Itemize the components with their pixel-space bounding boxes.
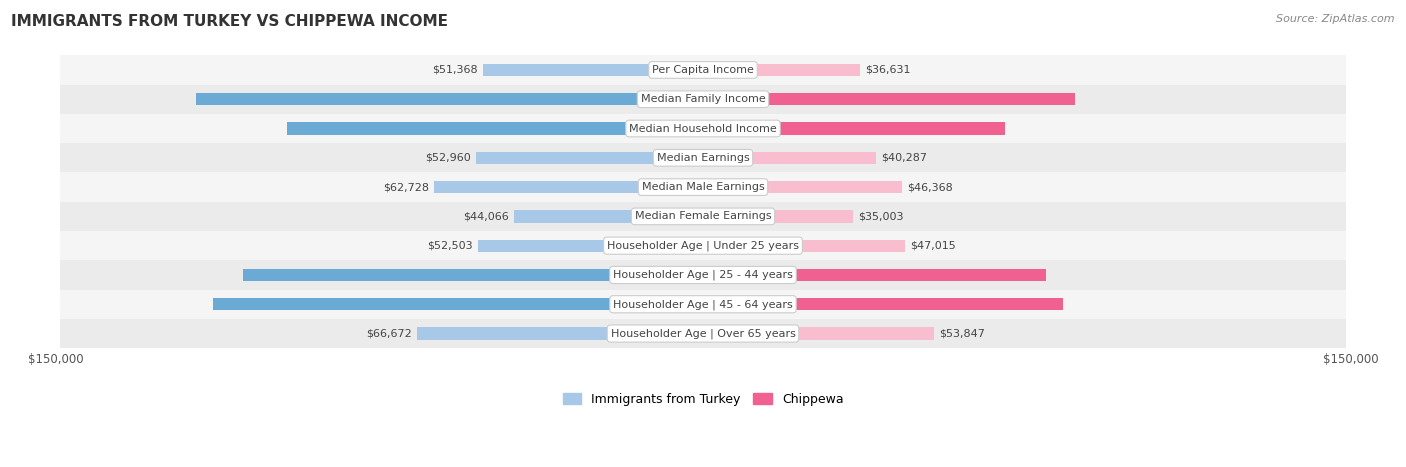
Bar bbox=[212, 298, 703, 311]
Bar bbox=[703, 210, 853, 223]
Bar bbox=[60, 143, 1346, 172]
Text: $47,015: $47,015 bbox=[910, 241, 956, 251]
Text: $70,539: $70,539 bbox=[710, 123, 759, 134]
Bar bbox=[703, 269, 1046, 281]
Text: $150,000: $150,000 bbox=[28, 353, 83, 366]
Text: $40,287: $40,287 bbox=[880, 153, 927, 163]
Text: Householder Age | Over 65 years: Householder Age | Over 65 years bbox=[610, 328, 796, 339]
Bar bbox=[60, 114, 1346, 143]
Bar bbox=[703, 240, 904, 252]
Bar bbox=[703, 181, 901, 193]
Text: $66,672: $66,672 bbox=[367, 329, 412, 339]
Bar bbox=[60, 260, 1346, 290]
Text: Householder Age | 45 - 64 years: Householder Age | 45 - 64 years bbox=[613, 299, 793, 310]
Text: $52,503: $52,503 bbox=[427, 241, 472, 251]
Bar bbox=[60, 172, 1346, 202]
Legend: Immigrants from Turkey, Chippewa: Immigrants from Turkey, Chippewa bbox=[558, 388, 848, 410]
Bar bbox=[703, 152, 876, 164]
Bar bbox=[515, 210, 703, 223]
Bar bbox=[60, 55, 1346, 85]
Bar bbox=[703, 298, 1063, 311]
Text: Per Capita Income: Per Capita Income bbox=[652, 65, 754, 75]
Text: Median Family Income: Median Family Income bbox=[641, 94, 765, 104]
Text: $44,066: $44,066 bbox=[463, 212, 509, 221]
Text: Source: ZipAtlas.com: Source: ZipAtlas.com bbox=[1277, 14, 1395, 24]
Bar bbox=[703, 327, 934, 340]
Bar bbox=[60, 85, 1346, 114]
Text: $114,407: $114,407 bbox=[638, 299, 696, 309]
Text: Householder Age | Under 25 years: Householder Age | Under 25 years bbox=[607, 241, 799, 251]
Text: Householder Age | 25 - 44 years: Householder Age | 25 - 44 years bbox=[613, 270, 793, 280]
Text: $118,325: $118,325 bbox=[638, 94, 696, 104]
Text: IMMIGRANTS FROM TURKEY VS CHIPPEWA INCOME: IMMIGRANTS FROM TURKEY VS CHIPPEWA INCOM… bbox=[11, 14, 449, 29]
Text: $35,003: $35,003 bbox=[858, 212, 904, 221]
Bar bbox=[60, 319, 1346, 348]
Text: Median Female Earnings: Median Female Earnings bbox=[634, 212, 772, 221]
Text: $62,728: $62,728 bbox=[382, 182, 429, 192]
Text: $52,960: $52,960 bbox=[425, 153, 471, 163]
Bar bbox=[434, 181, 703, 193]
Text: Median Earnings: Median Earnings bbox=[657, 153, 749, 163]
Bar bbox=[478, 240, 703, 252]
Text: $36,631: $36,631 bbox=[865, 65, 911, 75]
Bar bbox=[60, 231, 1346, 260]
Bar bbox=[195, 93, 703, 106]
Bar bbox=[703, 93, 1076, 106]
Text: Median Male Earnings: Median Male Earnings bbox=[641, 182, 765, 192]
Text: Median Household Income: Median Household Income bbox=[628, 123, 778, 134]
Text: $80,005: $80,005 bbox=[710, 270, 759, 280]
Bar bbox=[418, 327, 703, 340]
Bar bbox=[703, 122, 1005, 134]
Text: $83,943: $83,943 bbox=[710, 299, 761, 309]
Bar bbox=[477, 152, 703, 164]
Bar bbox=[243, 269, 703, 281]
Text: $86,852: $86,852 bbox=[710, 94, 761, 104]
Bar bbox=[482, 64, 703, 76]
Bar bbox=[703, 64, 860, 76]
Text: $46,368: $46,368 bbox=[907, 182, 953, 192]
Bar bbox=[287, 122, 703, 134]
Text: $150,000: $150,000 bbox=[1323, 353, 1378, 366]
Bar bbox=[60, 290, 1346, 319]
Text: $51,368: $51,368 bbox=[432, 65, 478, 75]
Text: $107,258: $107,258 bbox=[638, 270, 696, 280]
Bar bbox=[60, 202, 1346, 231]
Text: $53,847: $53,847 bbox=[939, 329, 984, 339]
Text: $96,964: $96,964 bbox=[645, 123, 696, 134]
